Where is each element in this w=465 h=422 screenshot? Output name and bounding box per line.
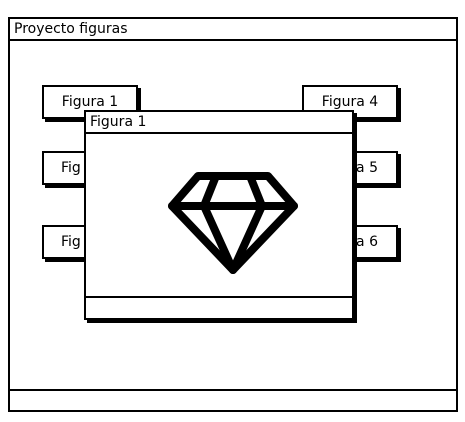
dialog-footer	[86, 296, 352, 318]
dialog-title: Figura 1	[86, 112, 352, 134]
figure-dialog: Figura 1	[84, 110, 354, 320]
window-title: Proyecto figuras	[10, 19, 456, 41]
diamond-icon	[168, 172, 298, 274]
status-bar	[10, 389, 456, 410]
